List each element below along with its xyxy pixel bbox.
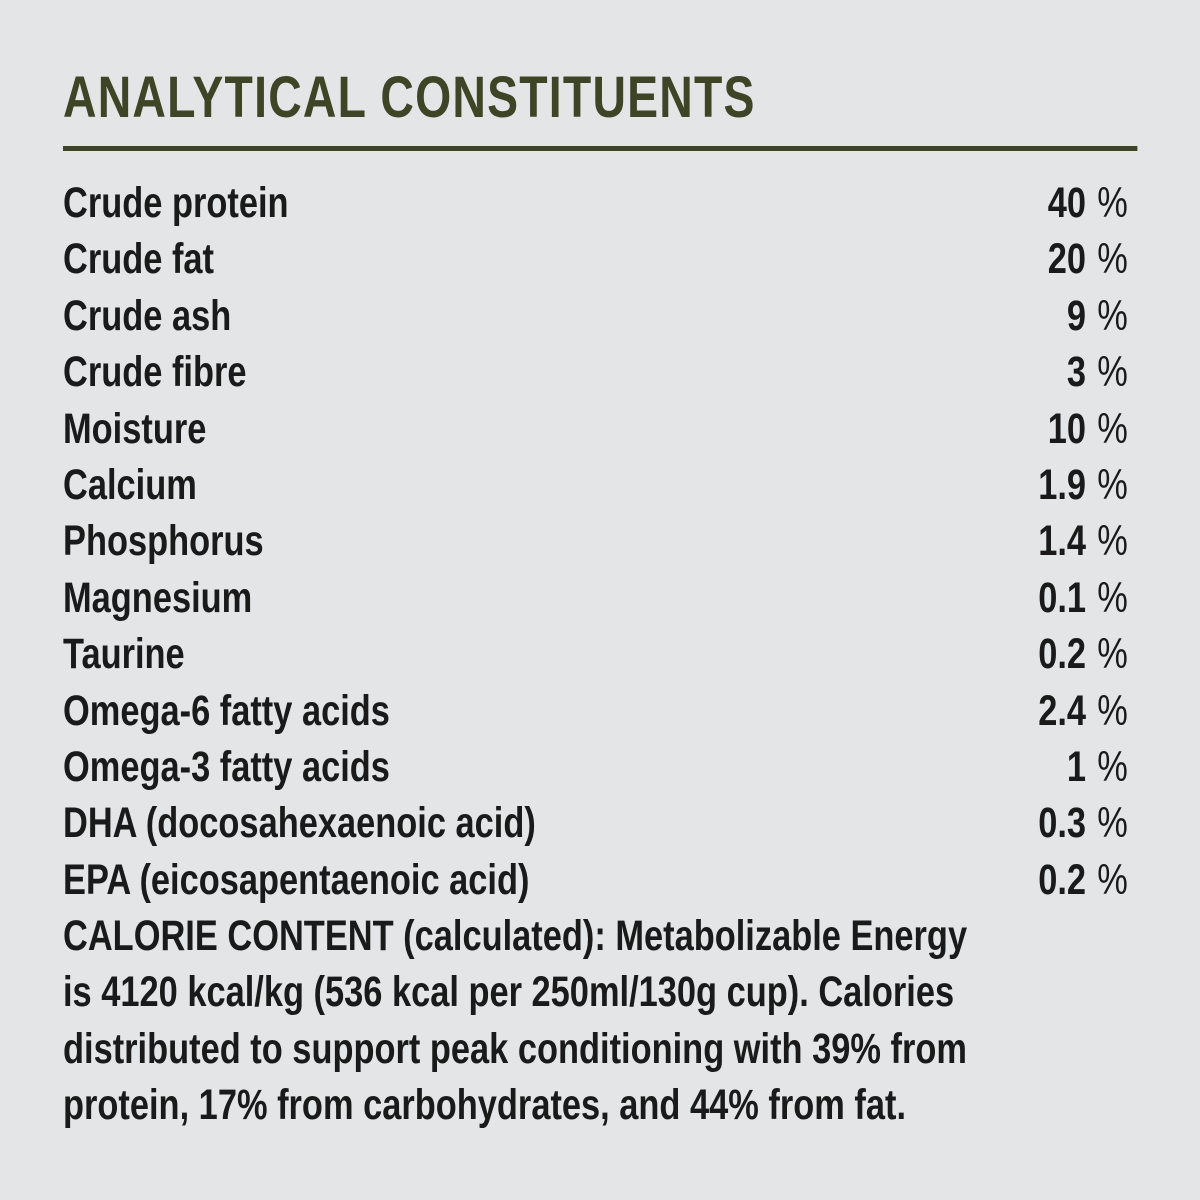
nutrient-amount: 20 [1047, 235, 1087, 284]
nutrient-value: 2.4% [1038, 683, 1128, 739]
nutrient-label: Phosphorus [63, 517, 264, 566]
nutrient-label: Calcium [63, 460, 197, 509]
table-row: Omega-6 fatty acids 2.4% [63, 683, 1128, 739]
table-row: Moisture 10% [63, 401, 1128, 457]
nutrient-amount: 9 [1066, 291, 1087, 340]
nutrient-label: Crude protein [63, 179, 289, 227]
nutrient-label: Crude fat [63, 235, 214, 284]
table-row: DHA (docosahexaenoic acid) 0.3% [63, 795, 1128, 851]
nutrient-value: 20% [1048, 231, 1128, 287]
nutrient-value: 40% [1048, 175, 1128, 231]
percent-unit: % [1097, 686, 1128, 735]
table-row: Phosphorus 1.4% [63, 513, 1128, 569]
percent-unit: % [1097, 630, 1128, 679]
nutrient-value: 0.2% [1038, 852, 1128, 908]
table-row: Crude ash 9% [63, 288, 1128, 344]
percent-unit: % [1097, 348, 1128, 397]
percent-unit: % [1097, 179, 1128, 227]
percent-unit: % [1097, 799, 1128, 848]
nutrient-label: Omega-3 fatty acids [63, 742, 390, 791]
nutrient-value: 3% [1067, 344, 1128, 400]
nutrient-label: Crude ash [63, 291, 232, 340]
calorie-content-line: protein, 17% from carbohydrates, and 44%… [63, 1081, 907, 1130]
table-row: Magnesium 0.1% [63, 570, 1128, 626]
nutrient-value: 1.4% [1038, 513, 1128, 569]
nutrient-value: 10% [1048, 401, 1128, 457]
nutrient-label: Taurine [63, 630, 185, 679]
percent-unit: % [1097, 404, 1128, 453]
table-row: Calcium 1.9% [63, 457, 1128, 513]
nutrient-amount: 0.1 [1038, 573, 1087, 622]
nutrient-value: 0.1% [1038, 570, 1128, 626]
table-row: Taurine 0.2% [63, 626, 1128, 682]
percent-unit: % [1097, 517, 1128, 566]
nutrient-amount: 1.9 [1038, 460, 1087, 509]
calorie-content-paragraph: CALORIE CONTENT (calculated): Metaboliza… [63, 908, 1128, 1134]
title-divider [63, 146, 1138, 151]
nutrient-value: 9% [1067, 288, 1128, 344]
table-row: EPA (eicosapentaenoic acid) 0.2% [63, 852, 1128, 908]
percent-unit: % [1097, 291, 1128, 340]
percent-unit: % [1097, 460, 1128, 509]
nutrient-amount: 0.3 [1038, 799, 1087, 848]
table-row: Crude fat 20% [63, 231, 1128, 287]
percent-unit: % [1097, 235, 1128, 284]
analytical-constituents-panel: ANALYTICAL CONSTITUENTS Crude protein 40… [63, 0, 1138, 1134]
nutrient-amount: 10 [1047, 404, 1087, 453]
table-row: Omega-3 fatty acids 1% [63, 739, 1128, 795]
nutrient-value: 0.3% [1038, 795, 1128, 851]
nutrient-amount: 2.4 [1038, 686, 1087, 735]
calorie-content-line: CALORIE CONTENT (calculated): Metaboliza… [63, 912, 968, 961]
nutrient-table: Crude protein 40% Crude fat 20% Crude as… [63, 175, 1128, 908]
table-row: Crude protein 40% [63, 175, 1128, 231]
nutrient-label: Magnesium [63, 573, 253, 622]
nutrient-label: EPA (eicosapentaenoic acid) [63, 855, 530, 904]
calorie-content-line: distributed to support peak conditioning… [63, 1024, 967, 1073]
nutrient-amount: 3 [1066, 348, 1087, 397]
nutrient-label: DHA (docosahexaenoic acid) [63, 799, 536, 848]
table-row: Crude fibre 3% [63, 344, 1128, 400]
nutrient-amount: 0.2 [1038, 630, 1087, 679]
page-title: ANALYTICAL CONSTITUENTS [63, 65, 756, 130]
nutrient-value: 0.2% [1038, 626, 1128, 682]
percent-unit: % [1097, 855, 1128, 904]
percent-unit: % [1097, 573, 1128, 622]
nutrition-label: ANALYTICAL CONSTITUENTS Crude protein 40… [63, 0, 1200, 1134]
nutrient-label: Omega-6 fatty acids [63, 686, 390, 735]
percent-unit: % [1097, 742, 1128, 791]
nutrient-amount: 40 [1047, 179, 1087, 227]
calorie-content-line: is 4120 kcal/kg (536 kcal per 250ml/130g… [63, 968, 955, 1017]
nutrient-value: 1.9% [1038, 457, 1128, 513]
nutrient-amount: 0.2 [1038, 855, 1087, 904]
nutrient-label: Crude fibre [63, 348, 247, 397]
nutrient-value: 1% [1067, 739, 1128, 795]
nutrient-amount: 1 [1066, 742, 1087, 791]
nutrient-label: Moisture [63, 404, 207, 453]
nutrient-amount: 1.4 [1038, 517, 1087, 566]
